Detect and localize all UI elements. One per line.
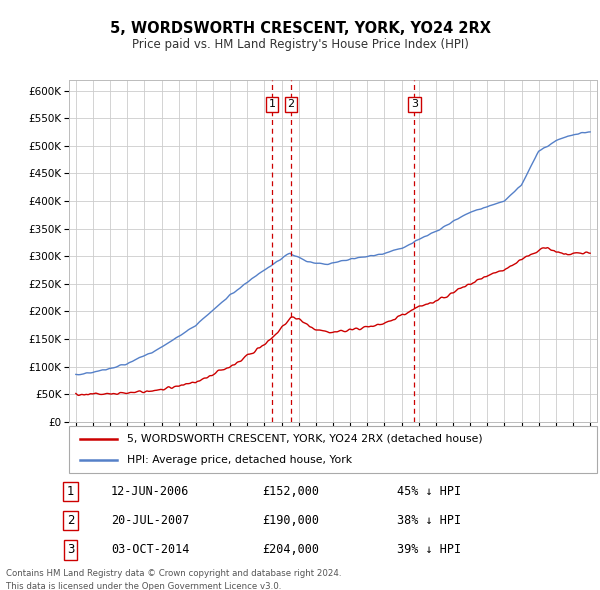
Text: £204,000: £204,000 [262,543,319,556]
Text: HPI: Average price, detached house, York: HPI: Average price, detached house, York [127,455,352,466]
Text: 5, WORDSWORTH CRESCENT, YORK, YO24 2RX (detached house): 5, WORDSWORTH CRESCENT, YORK, YO24 2RX (… [127,434,483,444]
Text: This data is licensed under the Open Government Licence v3.0.: This data is licensed under the Open Gov… [6,582,281,590]
Text: 3: 3 [67,543,74,556]
Text: 03-OCT-2014: 03-OCT-2014 [111,543,190,556]
Text: 1: 1 [67,485,74,498]
Text: 45% ↓ HPI: 45% ↓ HPI [397,485,461,498]
Text: 2: 2 [67,514,74,527]
Text: 2: 2 [287,100,295,110]
Text: £152,000: £152,000 [262,485,319,498]
Text: Price paid vs. HM Land Registry's House Price Index (HPI): Price paid vs. HM Land Registry's House … [131,38,469,51]
Text: 1: 1 [269,100,275,110]
FancyBboxPatch shape [69,426,597,473]
Text: 38% ↓ HPI: 38% ↓ HPI [397,514,461,527]
Text: 12-JUN-2006: 12-JUN-2006 [111,485,190,498]
Text: Contains HM Land Registry data © Crown copyright and database right 2024.: Contains HM Land Registry data © Crown c… [6,569,341,578]
Text: £190,000: £190,000 [262,514,319,527]
Text: 3: 3 [411,100,418,110]
Text: 20-JUL-2007: 20-JUL-2007 [111,514,190,527]
Text: 39% ↓ HPI: 39% ↓ HPI [397,543,461,556]
Text: 5, WORDSWORTH CRESCENT, YORK, YO24 2RX: 5, WORDSWORTH CRESCENT, YORK, YO24 2RX [110,21,491,35]
